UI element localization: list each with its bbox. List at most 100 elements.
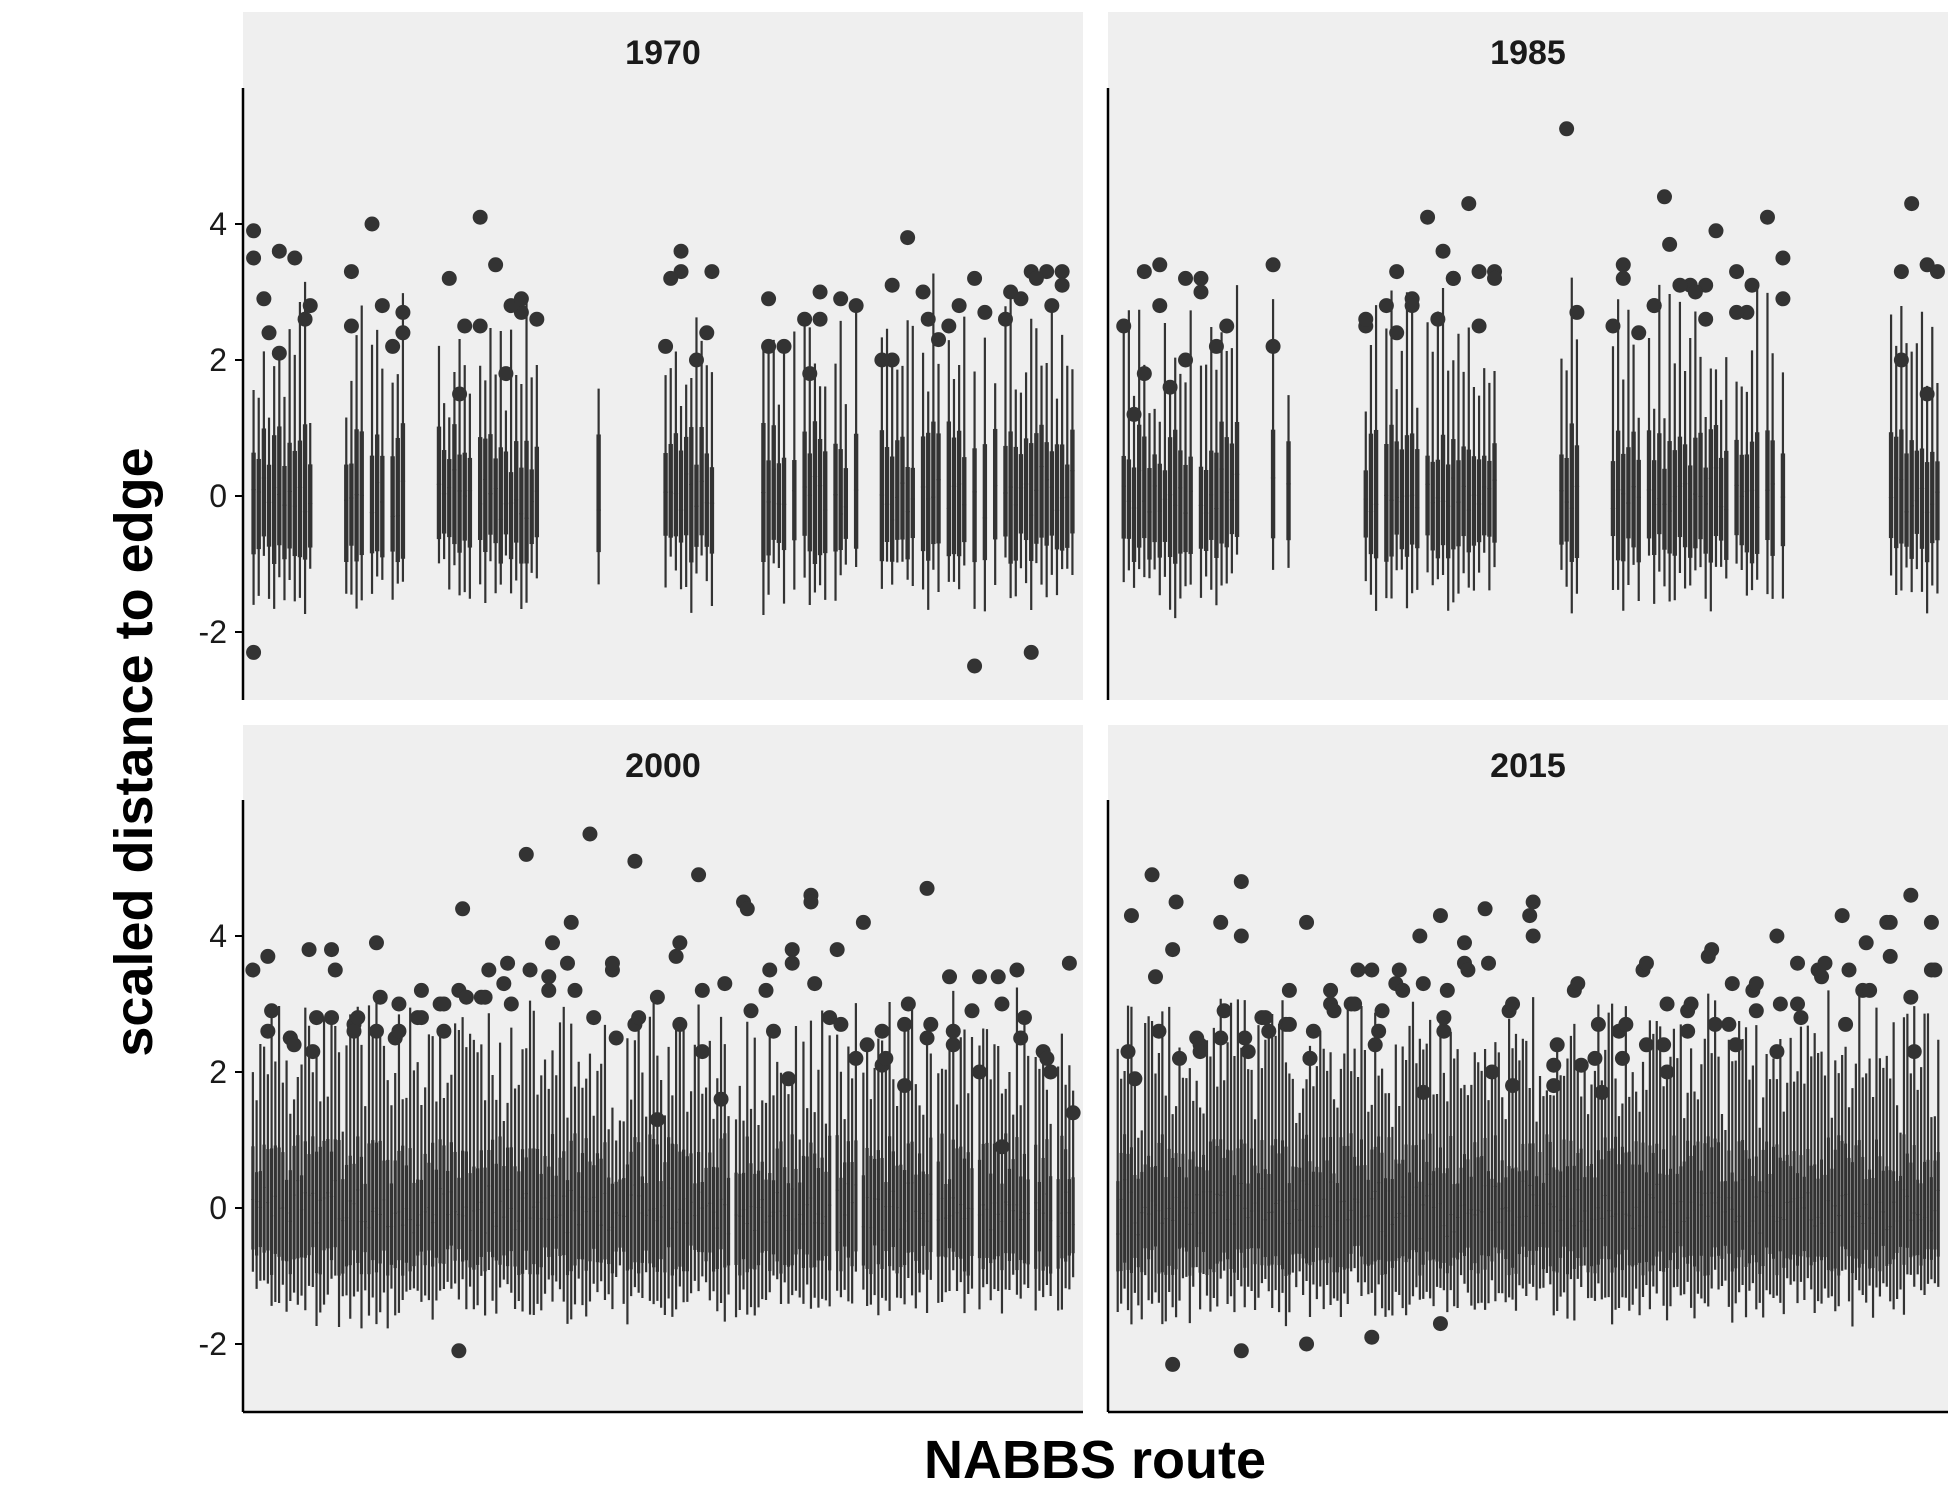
facets-layer: 1970 -2 0 2 4 1985 2000 -2 0 2 4 2015: [199, 12, 1948, 1414]
box-body: [1723, 1181, 1727, 1246]
box-body: [532, 1148, 536, 1265]
outlier-point: [301, 942, 317, 958]
box-body: [1861, 1156, 1865, 1264]
outlier-point: [1152, 298, 1168, 314]
box-body: [1564, 457, 1569, 542]
box-body: [378, 1140, 382, 1264]
box-body: [1131, 467, 1137, 562]
outlier-point: [1233, 928, 1249, 944]
box-body: [776, 463, 782, 543]
outlier-point: [374, 298, 390, 314]
box-body: [419, 1179, 424, 1252]
outlier-point: [472, 209, 488, 225]
box-body: [288, 1170, 292, 1275]
box-body: [771, 1180, 776, 1255]
box-body: [520, 1149, 525, 1274]
box-body: [1708, 429, 1714, 563]
outlier-point: [1659, 1064, 1675, 1080]
box-body: [408, 1148, 412, 1272]
box-body: [895, 1165, 899, 1274]
box-body: [438, 1139, 442, 1264]
box-body: [1919, 1183, 1923, 1266]
box-body: [738, 1173, 742, 1276]
box-body: [951, 1139, 955, 1252]
box-body: [596, 434, 601, 553]
outlier-point: [1570, 976, 1586, 992]
box-body: [956, 430, 962, 557]
outlier-point: [1683, 996, 1699, 1012]
box-body: [1469, 1176, 1473, 1271]
box-body: [970, 1168, 974, 1256]
box-body: [1739, 454, 1744, 546]
box-body: [543, 1155, 547, 1248]
box-body: [833, 443, 838, 552]
box-body: [734, 1172, 738, 1265]
outlier-point: [1326, 1003, 1342, 1019]
box-body: [1916, 1179, 1920, 1256]
box-body: [652, 1139, 656, 1268]
box-body: [1617, 1164, 1621, 1255]
outlier-point: [1123, 908, 1139, 924]
box-body: [1737, 1141, 1741, 1258]
outlier-point: [1882, 914, 1898, 930]
box-body: [812, 421, 818, 564]
outlier-point: [1790, 955, 1806, 971]
box-body: [514, 441, 519, 543]
box-body: [1689, 1155, 1693, 1256]
outlier-point: [919, 1030, 935, 1046]
box-body: [1449, 1135, 1453, 1266]
outlier-point: [246, 644, 262, 660]
box-body: [813, 1153, 817, 1268]
outlier-point: [364, 216, 380, 232]
outlier-point: [1769, 1044, 1785, 1060]
outlier-point: [245, 962, 261, 978]
box-body: [442, 1145, 446, 1264]
box-body: [1600, 1159, 1604, 1259]
box-body: [1682, 1161, 1686, 1258]
box-body: [1466, 1159, 1470, 1248]
outlier-point: [668, 948, 684, 964]
outlier-point: [1590, 1016, 1606, 1032]
box-body: [1521, 1143, 1525, 1247]
outlier-point: [498, 366, 514, 382]
box-body: [1620, 1146, 1624, 1271]
y-tick-label: 0: [209, 478, 227, 514]
box-body: [1850, 1162, 1854, 1274]
box-body: [708, 1152, 712, 1253]
outlier-point: [758, 982, 774, 998]
box-body: [1892, 1171, 1896, 1260]
box-body: [1631, 431, 1636, 548]
box-body: [824, 1171, 828, 1257]
box-body: [1428, 1133, 1432, 1261]
box-body: [962, 457, 967, 543]
box-body: [889, 456, 895, 562]
x-axis-title: NABBS route: [924, 1430, 1266, 1490]
box-body: [936, 1161, 940, 1257]
outlier-point: [776, 338, 792, 354]
outlier-point: [691, 867, 707, 883]
box-body: [1744, 454, 1750, 553]
box-body: [464, 1151, 468, 1261]
outlier-point: [1213, 1030, 1229, 1046]
box-body: [715, 1167, 719, 1270]
outlier-point: [395, 325, 411, 341]
box-body: [1881, 1170, 1885, 1246]
outlier-point: [1136, 366, 1152, 382]
box-body: [838, 449, 843, 551]
box-body: [992, 428, 998, 540]
outlier-point: [1721, 1016, 1737, 1032]
box-body: [614, 1181, 618, 1252]
box-body: [1029, 443, 1034, 561]
box-body: [792, 460, 797, 541]
box-body: [397, 1150, 401, 1261]
box-body: [1593, 1177, 1597, 1274]
box-body: [1188, 1159, 1192, 1276]
box-body: [1202, 1154, 1206, 1252]
outlier-point: [1646, 298, 1662, 314]
box-body: [622, 1178, 626, 1252]
box-body: [359, 1156, 364, 1275]
outlier-point: [472, 318, 488, 334]
box-body: [1796, 1173, 1800, 1266]
box-body: [704, 453, 709, 547]
box-body: [599, 1158, 603, 1263]
